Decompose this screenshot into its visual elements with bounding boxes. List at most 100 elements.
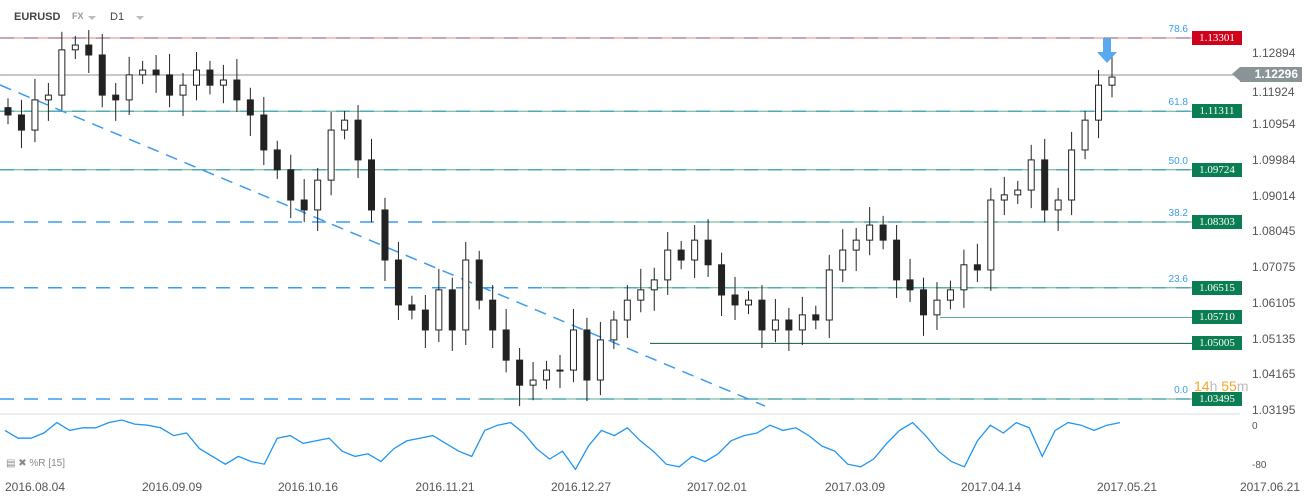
timeframe-label[interactable]: D1 (110, 11, 125, 23)
candle-body (610, 319, 618, 341)
candle-body (785, 319, 793, 331)
candle-body (489, 299, 497, 331)
candle-body (300, 199, 308, 211)
candle-body (1081, 119, 1089, 151)
fib-ratio-label: 50.0 (1168, 155, 1188, 167)
date-axis-label: 2017.05.21 (1096, 480, 1158, 494)
candle-body (866, 224, 874, 241)
date-axis-label: 2017.03.09 (824, 480, 886, 494)
candle-body (139, 69, 147, 76)
date-axis-label: 2017.04.14 (960, 480, 1022, 494)
level-price-tag[interactable]: 1.03495 (1192, 391, 1242, 406)
timeframe-dropdown-icon[interactable] (136, 16, 144, 20)
market-label[interactable]: FX (72, 11, 84, 21)
candle-body (583, 329, 591, 381)
candle-body (17, 114, 25, 131)
candle-body (933, 299, 941, 316)
candle-body (71, 44, 79, 51)
date-axis-label: 2016.11.21 (415, 480, 475, 494)
level-price-tag[interactable]: 1.09724 (1192, 162, 1242, 177)
price-axis-label: 1.07075 (1252, 260, 1296, 275)
candle-body (704, 239, 712, 266)
market-dropdown-icon[interactable] (88, 16, 96, 20)
timer-hours: 14 (1194, 378, 1210, 394)
oscillator-close-icon[interactable]: ✖ (18, 458, 27, 469)
candle-body (516, 359, 524, 386)
level-price-tag[interactable]: 1.06515 (1192, 280, 1242, 295)
candle-body (448, 289, 456, 331)
candle-body (731, 294, 739, 306)
candle-body (462, 259, 470, 331)
current-price-tag: 1.12296 (1232, 67, 1302, 82)
date-axis-label: 2017.02.01 (686, 480, 748, 494)
candle-body (98, 54, 106, 96)
candle-body (246, 99, 254, 116)
candle-body (1108, 76, 1116, 86)
candle-body (58, 49, 66, 96)
candle-body (112, 94, 120, 101)
candle-body (798, 314, 806, 331)
candle-body (1027, 159, 1035, 191)
date-axis-label: 2016.09.09 (141, 480, 203, 494)
candle-body (31, 99, 39, 131)
candle-body (744, 299, 752, 306)
candle-body (893, 239, 901, 281)
candle-body (852, 239, 860, 251)
candle-body (125, 74, 133, 101)
price-axis-label: 1.11924 (1252, 84, 1295, 99)
candle-body (44, 94, 52, 101)
level-price-tag[interactable]: 1.05710 (1192, 310, 1242, 325)
fib-ratio-label: 38.2 (1168, 207, 1188, 219)
candle-body (314, 179, 322, 211)
candle-body (677, 249, 685, 261)
candle-body (179, 84, 187, 96)
candle-body (825, 269, 833, 321)
price-axis-label: 1.06105 (1252, 295, 1296, 310)
timer-minutes: 55 (1221, 378, 1237, 394)
price-axis-label: 1.05135 (1252, 331, 1296, 346)
level-price-tag[interactable]: 1.05005 (1192, 336, 1242, 351)
level-price-tag[interactable]: 1.11311 (1192, 104, 1242, 119)
candle-body (260, 114, 268, 151)
candle-body (718, 264, 726, 296)
date-axis-label: 2016.10.16 (277, 480, 339, 494)
candle-body (206, 69, 214, 86)
candle-body (166, 74, 174, 96)
candle-body (341, 119, 349, 131)
candle-body (758, 299, 766, 331)
candle-body (1054, 199, 1062, 211)
oscillator-label: %R [15] (29, 458, 65, 469)
candle-body (1095, 84, 1103, 121)
candle-body (152, 69, 160, 76)
level-price-tag[interactable]: 1.08303 (1192, 214, 1242, 229)
oscillator-settings-icon[interactable]: ▤ (6, 458, 16, 469)
candle-body (408, 304, 416, 311)
candle-body (920, 289, 928, 316)
candle-body (1041, 159, 1049, 211)
fib-ratio-label: 23.6 (1168, 273, 1188, 285)
oscillator-bottom-label: -80 (1252, 460, 1267, 471)
candle-body (879, 224, 887, 241)
candle-timer: 14h 55m (1194, 378, 1249, 394)
candle-body (973, 264, 981, 271)
candle-body (394, 259, 402, 306)
candle-body (368, 159, 376, 211)
candle-body (637, 289, 645, 301)
trendline (0, 84, 766, 407)
candle-body (543, 369, 551, 381)
symbol-label[interactable]: EURUSD (14, 11, 61, 23)
price-axis-label: 1.09014 (1252, 188, 1296, 203)
fib-ratio-label: 78.6 (1168, 24, 1188, 36)
candle-body (421, 309, 429, 331)
candle-body (354, 119, 362, 161)
williams-r-line (4, 419, 1121, 471)
candle-body (664, 249, 672, 281)
candle-body (691, 239, 699, 261)
timer-hours-unit: h (1209, 378, 1218, 394)
candle-body (192, 69, 200, 86)
price-axis-label: 1.10954 (1252, 117, 1296, 132)
level-price-tag[interactable]: 1.13301 (1192, 31, 1242, 46)
candle-body (650, 279, 658, 291)
